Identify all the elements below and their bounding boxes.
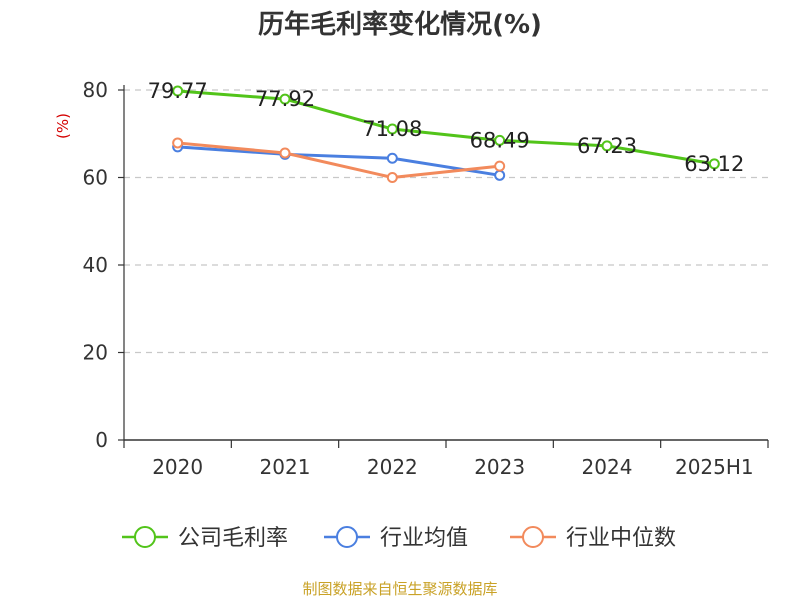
data-point: [386, 123, 398, 135]
data-point: [172, 85, 184, 97]
data-label: 68.49: [470, 128, 530, 152]
data-point: [494, 160, 506, 172]
x-tick-label: 2024: [582, 455, 633, 479]
data-labels: 79.77 77.92 71.08 68.49 67.23 63.12: [148, 79, 745, 176]
legend[interactable]: 公司毛利率 行业均值 行业中位数: [122, 526, 676, 551]
data-point: [494, 169, 506, 181]
series-layer: [172, 85, 720, 183]
series-line: [177, 141, 500, 179]
data-point: [386, 152, 398, 164]
x-tick-label: 2022: [367, 455, 418, 479]
data-label: 79.77: [148, 79, 208, 103]
data-point: [494, 134, 506, 146]
data-point: [172, 137, 184, 149]
data-point: [279, 147, 291, 159]
axes: 0 20 40 60 80 2020 2021 2022 2023 2024 2025H1 (%): [54, 78, 769, 479]
legend-label: 公司毛利率: [178, 526, 288, 551]
y-tick-label: 40: [83, 253, 108, 277]
y-tick-label: 80: [83, 78, 108, 102]
y-tick-label: 20: [83, 341, 108, 365]
data-label: 67.23: [577, 134, 637, 158]
y-axis-label: (%): [54, 113, 72, 139]
data-point: [708, 158, 720, 170]
y-tick-label: 0: [95, 428, 108, 452]
legend-label: 行业均值: [380, 526, 468, 551]
legend-item[interactable]: 行业均值: [324, 526, 468, 551]
x-tick-label: 2023: [474, 455, 525, 479]
data-label: 77.92: [255, 87, 315, 111]
grid: [124, 89, 768, 354]
legend-marker-icon: [336, 526, 358, 548]
y-tick-label: 60: [83, 166, 108, 190]
legend-marker-icon: [134, 526, 156, 548]
data-point: [601, 140, 613, 152]
source-note: 制图数据来自恒生聚源数据库: [302, 580, 498, 598]
x-tick-label: 2021: [260, 455, 311, 479]
legend-item[interactable]: 公司毛利率: [122, 526, 288, 551]
legend-marker-icon: [522, 526, 544, 548]
x-tick-label: 2025H1: [675, 455, 754, 479]
data-label: 71.08: [362, 117, 422, 141]
legend-item[interactable]: 行业中位数: [510, 526, 676, 551]
series-line: [177, 145, 500, 177]
data-label: 63.12: [684, 152, 744, 176]
x-tick-label: 2020: [152, 455, 203, 479]
data-point: [279, 93, 291, 105]
chart-title: 历年毛利率变化情况(%): [258, 10, 542, 40]
series-line: [177, 89, 715, 166]
legend-label: 行业中位数: [566, 526, 676, 551]
data-point: [386, 172, 398, 183]
